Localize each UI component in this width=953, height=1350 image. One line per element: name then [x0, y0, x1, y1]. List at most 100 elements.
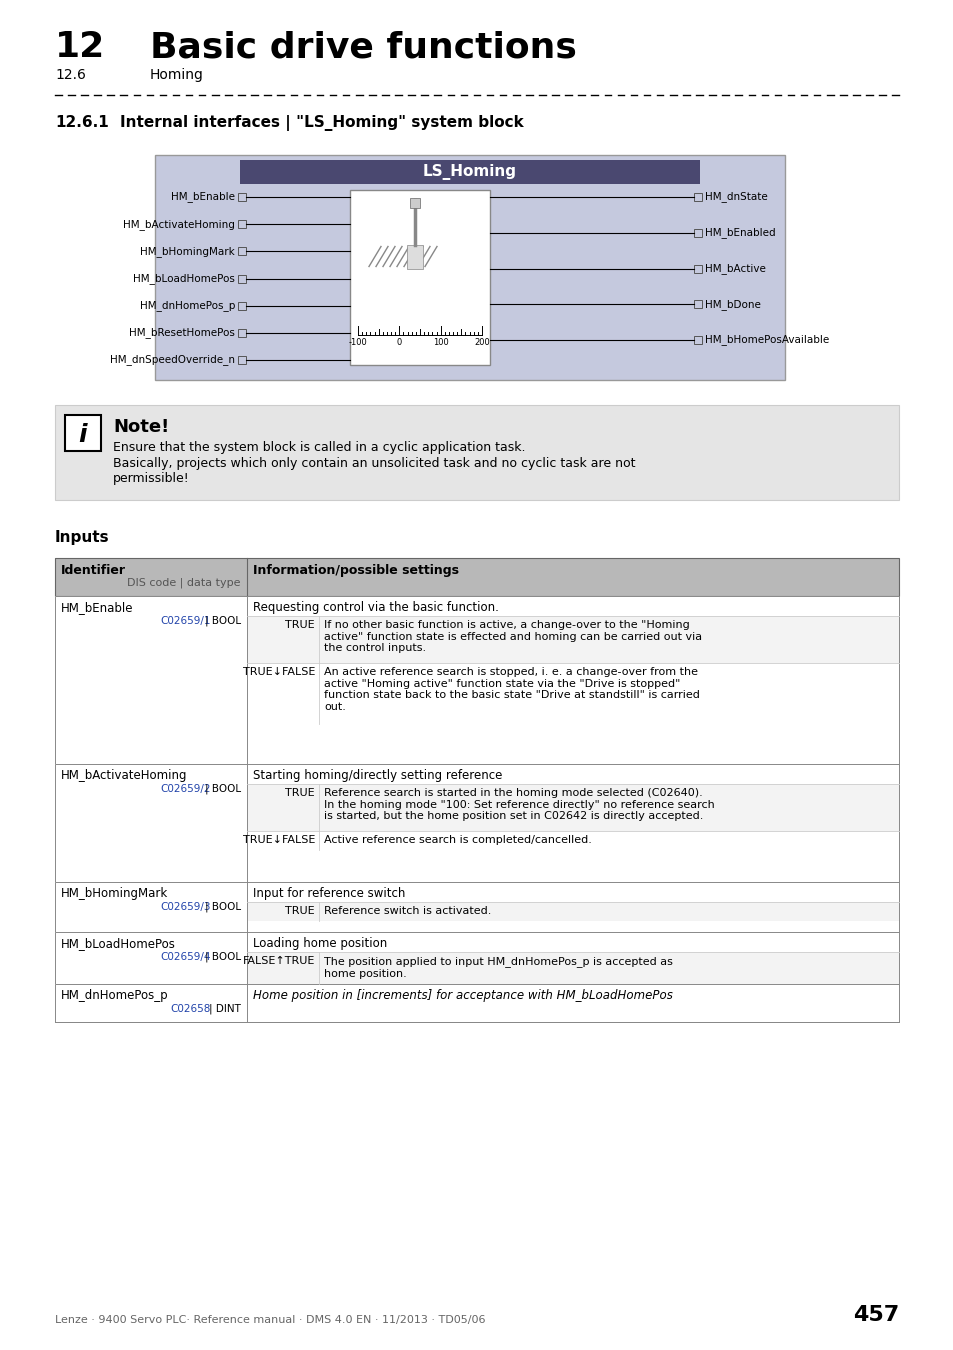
Text: TRUE: TRUE — [285, 788, 314, 798]
Text: | BOOL: | BOOL — [205, 616, 241, 626]
Bar — [55, 405, 898, 500]
Text: Homing: Homing — [150, 68, 204, 82]
Text: Active reference search is completed/cancelled.: Active reference search is completed/can… — [324, 836, 591, 845]
Bar — [240, 161, 700, 184]
Text: | DINT: | DINT — [209, 1004, 241, 1014]
Bar — [55, 984, 898, 1022]
Text: | BOOL: | BOOL — [205, 952, 241, 963]
Text: Home position in [increments] for acceptance with HM_bLoadHomePos: Home position in [increments] for accept… — [253, 990, 672, 1002]
Bar — [237, 274, 246, 282]
Bar — [55, 984, 898, 1022]
Text: HM_bLoadHomePos: HM_bLoadHomePos — [61, 937, 175, 950]
Bar — [410, 198, 419, 208]
Text: C02659/4: C02659/4 — [160, 952, 211, 963]
Text: HM_bDone: HM_bDone — [704, 298, 760, 309]
Text: Basic drive functions: Basic drive functions — [150, 30, 577, 63]
Bar — [55, 595, 898, 764]
Text: TRUE↓FALSE: TRUE↓FALSE — [242, 836, 314, 845]
Text: 200: 200 — [474, 338, 489, 347]
Bar — [55, 558, 898, 595]
Bar — [693, 193, 701, 201]
Text: Note!: Note! — [112, 418, 169, 436]
Bar — [247, 902, 898, 921]
Text: HM_dnSpeedOverride_n: HM_dnSpeedOverride_n — [110, 355, 234, 366]
Text: HM_bLoadHomePos: HM_bLoadHomePos — [133, 273, 234, 284]
Bar — [154, 155, 784, 379]
Bar — [350, 190, 490, 364]
Text: 0: 0 — [396, 338, 401, 347]
Bar — [247, 663, 898, 724]
Text: HM_dnState: HM_dnState — [704, 192, 767, 202]
Bar — [237, 193, 246, 201]
Text: 12: 12 — [55, 30, 105, 63]
Text: HM_bActivateHoming: HM_bActivateHoming — [61, 769, 188, 782]
Text: HM_bEnabled: HM_bEnabled — [704, 227, 775, 238]
Text: TRUE: TRUE — [285, 620, 314, 630]
Text: Loading home position: Loading home position — [253, 937, 387, 950]
Bar — [55, 558, 898, 595]
Bar — [55, 931, 898, 984]
Text: 457: 457 — [852, 1305, 898, 1324]
Bar — [237, 356, 246, 365]
Bar — [237, 301, 246, 309]
Bar — [407, 244, 422, 269]
Bar — [55, 595, 898, 764]
Bar — [247, 832, 898, 850]
Text: C02659/2: C02659/2 — [160, 784, 211, 794]
Bar — [693, 228, 701, 236]
Bar — [693, 265, 701, 273]
Text: 12.6.1: 12.6.1 — [55, 115, 109, 130]
Bar — [237, 329, 246, 338]
Text: LS_Homing: LS_Homing — [422, 163, 517, 180]
Bar — [55, 882, 898, 932]
Text: HM_bEnable: HM_bEnable — [61, 601, 133, 614]
Text: Information/possible settings: Information/possible settings — [253, 564, 458, 576]
Text: 12.6: 12.6 — [55, 68, 86, 82]
Bar — [237, 247, 246, 255]
Text: TRUE: TRUE — [285, 906, 314, 917]
Text: If no other basic function is active, a change-over to the "Homing
active" funct: If no other basic function is active, a … — [324, 620, 701, 653]
Text: HM_bActivateHoming: HM_bActivateHoming — [123, 219, 234, 230]
Text: FALSE↑TRUE: FALSE↑TRUE — [242, 956, 314, 967]
Bar — [55, 764, 898, 882]
Bar — [55, 931, 898, 984]
Text: Basically, projects which only contain an unsolicited task and no cyclic task ar: Basically, projects which only contain a… — [112, 458, 635, 485]
Text: Reference search is started in the homing mode selected (C02640).
In the homing : Reference search is started in the homin… — [324, 788, 714, 821]
Text: HM_bHomingMark: HM_bHomingMark — [61, 887, 168, 900]
Bar — [237, 220, 246, 228]
Text: HM_bEnable: HM_bEnable — [171, 192, 234, 202]
Text: DIS code | data type: DIS code | data type — [128, 578, 241, 589]
Text: HM_bResetHomePos: HM_bResetHomePos — [129, 328, 234, 339]
Bar — [55, 764, 898, 882]
Text: Starting homing/directly setting reference: Starting homing/directly setting referen… — [253, 769, 502, 782]
Text: | BOOL: | BOOL — [205, 784, 241, 795]
Text: C02658: C02658 — [171, 1004, 211, 1014]
Text: C02659/3: C02659/3 — [160, 902, 211, 913]
Text: An active reference search is stopped, i. e. a change-over from the
active "Homi: An active reference search is stopped, i… — [324, 667, 700, 711]
Text: Reference switch is activated.: Reference switch is activated. — [324, 906, 491, 917]
Text: The position applied to input HM_dnHomePos_p is accepted as
home position.: The position applied to input HM_dnHomeP… — [324, 956, 672, 979]
Bar — [247, 952, 898, 984]
Text: Internal interfaces | "LS_Homing" system block: Internal interfaces | "LS_Homing" system… — [120, 115, 523, 131]
Text: HM_bHomingMark: HM_bHomingMark — [140, 246, 234, 256]
Text: Lenze · 9400 Servo PLC· Reference manual · DMS 4.0 EN · 11/2013 · TD05/06: Lenze · 9400 Servo PLC· Reference manual… — [55, 1315, 485, 1324]
Bar — [247, 784, 898, 832]
Bar — [65, 414, 101, 451]
Text: C02659/1: C02659/1 — [160, 616, 211, 626]
Text: TRUE↓FALSE: TRUE↓FALSE — [242, 667, 314, 676]
Text: Ensure that the system block is called in a cyclic application task.: Ensure that the system block is called i… — [112, 441, 525, 454]
Text: HM_bActive: HM_bActive — [704, 263, 765, 274]
Text: -100: -100 — [348, 338, 367, 347]
Text: Identifier: Identifier — [61, 564, 126, 576]
Text: HM_dnHomePos_p: HM_dnHomePos_p — [139, 300, 234, 310]
Bar — [55, 882, 898, 932]
Text: Requesting control via the basic function.: Requesting control via the basic functio… — [253, 601, 498, 614]
Text: i: i — [78, 423, 88, 447]
Text: HM_dnHomePos_p: HM_dnHomePos_p — [61, 990, 169, 1002]
Text: 100: 100 — [433, 338, 448, 347]
Bar — [247, 616, 898, 663]
Bar — [693, 300, 701, 308]
Text: | BOOL: | BOOL — [205, 902, 241, 913]
Text: HM_bHomePosAvailable: HM_bHomePosAvailable — [704, 335, 828, 346]
Text: Inputs: Inputs — [55, 531, 110, 545]
